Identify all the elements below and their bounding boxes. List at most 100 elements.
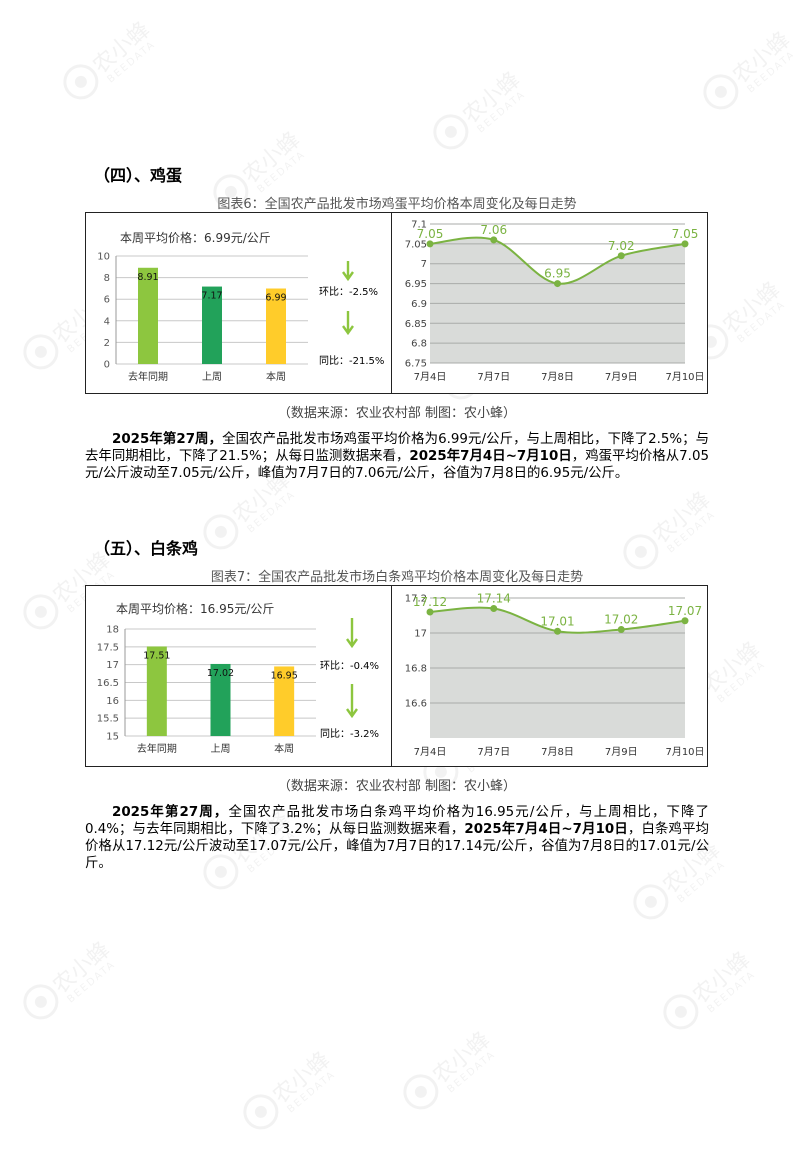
y-tick-label: 4 xyxy=(104,316,110,327)
x-tick-label: 7月4日 xyxy=(414,746,447,758)
weekly-avg-label: 本周平均价格：16.95元/公斤 xyxy=(116,601,274,616)
weekly-avg-label: 本周平均价格：6.99元/公斤 xyxy=(120,230,271,245)
x-tick-label: 去年同期 xyxy=(137,742,177,755)
para-bold-dates: 2025年7月4日~7月10日 xyxy=(464,822,628,837)
x-tick-label: 7月9日 xyxy=(605,371,638,383)
data-point xyxy=(554,627,561,635)
x-tick-label: 7月10日 xyxy=(665,746,704,758)
x-tick-label: 7月8日 xyxy=(541,746,574,758)
para-text: 全国农产品批发市场鸡蛋平均价格为6.99元/公斤，与上周相比，下降了2.5%；与… xyxy=(85,432,709,464)
data-source-chicken: （数据来源：农业农村部 制图：农小蜂） xyxy=(277,779,517,794)
area-fill xyxy=(430,607,685,738)
y-tick-label: 16 xyxy=(106,696,119,707)
y-tick-label: 17.2 xyxy=(405,594,427,605)
chart-panel-eggs: 本周平均价格：6.99元/公斤 0 2 4 6 8 10 8.91 去年同期 7.17 上周 6.9… xyxy=(85,212,708,394)
data-label: 17.14 xyxy=(477,592,511,606)
data-point xyxy=(426,608,434,616)
y-tick-label: 17 xyxy=(106,660,119,671)
data-label: 7.05 xyxy=(417,227,444,241)
panel-divider xyxy=(391,586,392,766)
x-tick-label: 7月7日 xyxy=(477,746,510,758)
para-bold-lead: 2025年第27周， xyxy=(112,805,229,820)
data-source-eggs: （数据来源：农业农村部 制图：农小蜂） xyxy=(277,406,517,421)
bar xyxy=(266,288,286,364)
x-tick-label: 7月10日 xyxy=(665,371,704,383)
bar-value-label: 17.51 xyxy=(143,650,170,661)
bar xyxy=(138,267,158,364)
para-bold-dates: 2025年7月4日~7月10日 xyxy=(409,449,572,464)
bar xyxy=(210,663,231,736)
x-tick-label: 7月7日 xyxy=(477,371,510,383)
figure-title-eggs: 图表6：全国农产品批发市场鸡蛋平均价格本周变化及每日走势 xyxy=(217,197,577,212)
bar-group: 15 15.5 16 16.5 17 17.5 18 17.51 去年同期 17.02 上周 16.9… xyxy=(97,625,316,755)
data-point xyxy=(490,236,498,244)
y-tick-label: 6.95 xyxy=(405,279,427,290)
y-tick-label: 7.05 xyxy=(405,239,427,250)
y-tick-label: 7.1 xyxy=(411,220,427,231)
bar xyxy=(146,646,167,736)
arrow-down-icon xyxy=(346,684,358,719)
data-label: 17.07 xyxy=(668,604,702,618)
data-label: 7.02 xyxy=(608,239,635,253)
x-tick-label: 7月9日 xyxy=(605,746,638,758)
x-tick-label: 本周 xyxy=(274,742,294,755)
x-tick-label: 去年同期 xyxy=(128,370,168,383)
para-text: 全国农产品批发市场白条鸡平均价格为16.95元/公斤，与上周相比，下降了0.4%… xyxy=(85,805,709,837)
panel-divider xyxy=(391,213,392,393)
y-tick-label: 16.6 xyxy=(405,699,427,710)
bar xyxy=(202,286,222,364)
para-text: ，白条鸡平均价格从17.12元/公斤波动至17.07元/公斤，峰值为7月7日的1… xyxy=(85,822,710,871)
y-tick-label: 15.5 xyxy=(97,714,119,725)
chart-panel-chicken: 本周平均价格：16.95元/公斤 15 15.5 16 16.5 17 17.5 18 17.… xyxy=(85,585,708,767)
y-tick-label: 16.5 xyxy=(97,678,119,689)
data-label: 17.12 xyxy=(413,595,447,609)
x-tick-label: 7月8日 xyxy=(541,371,574,383)
y-tick-label: 6 xyxy=(104,295,110,306)
para-text: ，鸡蛋平均价格从7.05元/公斤波动至7.05元/公斤，峰值为7月7日的7.06… xyxy=(85,449,709,481)
line-chart-eggs: 6.756.86.856.96.9577.057.17.057月4日7.067月… xyxy=(405,220,705,384)
tongbi-label: 同比：-3.2% xyxy=(320,728,379,740)
data-label: 17.01 xyxy=(540,614,574,628)
y-tick-label: 16.8 xyxy=(405,664,427,675)
area-fill xyxy=(430,237,685,363)
y-tick-label: 0 xyxy=(104,360,110,371)
data-label: 6.95 xyxy=(544,267,571,281)
line-group: 6.756.86.856.96.9577.057.17.057月4日7.067月… xyxy=(405,220,705,384)
y-tick-label: 17 xyxy=(414,629,427,640)
paragraph-eggs: 2025年第27周，全国农产品批发市场鸡蛋平均价格为6.99元/公斤，与上周相比… xyxy=(85,431,709,482)
x-tick-label: 7月4日 xyxy=(414,371,447,383)
y-tick-label: 7 xyxy=(421,259,427,270)
data-label: 7.05 xyxy=(672,227,699,241)
arrow-down-icon xyxy=(342,311,354,336)
arrow-down-icon xyxy=(346,618,358,649)
data-point xyxy=(426,240,434,248)
bar-chart-chicken: 本周平均价格：16.95元/公斤 15 15.5 16 16.5 17 17.5 18 17.… xyxy=(97,601,379,755)
y-tick-label: 8 xyxy=(104,273,110,284)
y-tick-label: 6.9 xyxy=(411,299,427,310)
section-title-eggs: （四）、鸡蛋 xyxy=(94,166,183,185)
y-tick-label: 10 xyxy=(97,252,110,263)
data-point xyxy=(681,617,689,625)
data-label: 7.06 xyxy=(480,223,507,237)
y-tick-label: 17.5 xyxy=(97,642,119,653)
y-tick-label: 2 xyxy=(104,338,110,349)
section-title-chicken: （五）、白条鸡 xyxy=(94,539,199,558)
bar-value-label: 7.17 xyxy=(201,291,222,302)
x-tick-label: 上周 xyxy=(211,743,231,755)
line-chart-chicken: 16.6 16.8 17 17.217.12 7月4日 17.14 7月7日 17.01 7月8… xyxy=(405,592,705,759)
line-group: 16.6 16.8 17 17.217.12 7月4日 17.14 7月7日 17.01 7月8… xyxy=(405,592,705,759)
y-tick-label: 18 xyxy=(106,625,119,636)
data-label: 17.02 xyxy=(604,613,638,627)
data-point xyxy=(617,252,625,260)
data-point xyxy=(681,240,689,248)
bar-value-label: 16.95 xyxy=(271,670,298,681)
huanbi-label: 环比：-0.4% xyxy=(320,660,379,672)
data-point xyxy=(617,626,625,633)
